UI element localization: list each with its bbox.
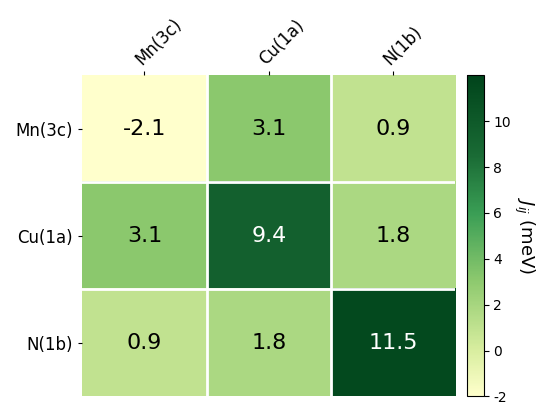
Text: 0.9: 0.9 <box>376 119 411 139</box>
Text: 9.4: 9.4 <box>251 226 287 246</box>
Text: 3.1: 3.1 <box>251 119 287 139</box>
Text: 1.8: 1.8 <box>251 333 287 353</box>
Text: 11.5: 11.5 <box>368 333 418 353</box>
Text: 1.8: 1.8 <box>376 226 411 246</box>
Text: 3.1: 3.1 <box>127 226 162 246</box>
Y-axis label: $J_{ij}$ (meV): $J_{ij}$ (meV) <box>512 197 536 274</box>
Text: -2.1: -2.1 <box>123 119 166 139</box>
Text: 0.9: 0.9 <box>126 333 162 353</box>
